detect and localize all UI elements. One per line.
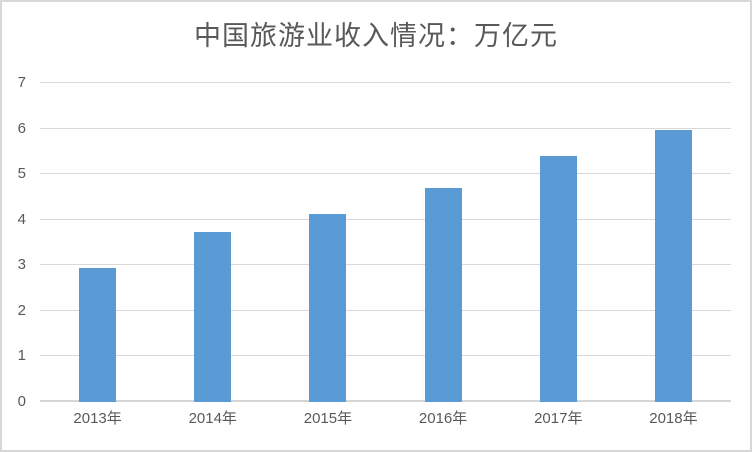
bar-slot-2017年	[501, 83, 616, 402]
x-axis-labels: 2013年 2014年 2015年 2016年 2017年 2018年	[40, 409, 731, 429]
x-tick-label-2016年: 2016年	[418, 410, 468, 427]
gridline-4	[40, 218, 731, 220]
gridline-5	[40, 173, 731, 175]
bars-container	[40, 83, 731, 402]
x-tick-label-2013年: 2013年	[73, 410, 122, 427]
x-axis-line	[40, 400, 731, 402]
bar-slot-2018年	[616, 83, 731, 402]
bar-slot-2013年	[40, 83, 155, 402]
y-axis-labels: 0 1 2 3 4 5 6 7	[2, 74, 32, 410]
bar-2017年	[539, 155, 577, 402]
bar-slot-2016年	[386, 83, 501, 402]
y-tick-label-1: 1	[17, 347, 26, 365]
y-tick-label-3: 3	[17, 256, 26, 274]
y-tick-label-6: 6	[17, 119, 26, 137]
bar-2015年	[309, 213, 347, 402]
y-tick-label-7: 7	[17, 74, 26, 91]
x-tick-label-2018年: 2018年	[649, 410, 698, 427]
gridline-7	[40, 82, 731, 83]
bar-slot-2015年	[270, 83, 385, 402]
x-tick-label-2017年: 2017年	[534, 410, 583, 427]
y-tick-label-0: 0	[17, 393, 26, 410]
gridline-6	[40, 127, 731, 129]
x-tick-label-2014年: 2014年	[188, 410, 237, 427]
bar-2018年	[654, 129, 692, 402]
bar-2014年	[194, 232, 232, 402]
x-tick-label-2015年: 2015年	[303, 410, 353, 427]
y-tick-label-5: 5	[17, 165, 26, 183]
y-tick-label-2: 2	[17, 301, 26, 319]
bar-2016年	[424, 188, 462, 402]
gridline-2	[40, 309, 731, 311]
bar-slot-2014年	[155, 83, 270, 402]
gridline-1	[40, 355, 731, 357]
chart-title: 中国旅游业收入情况：万亿元	[194, 21, 558, 51]
plot-area	[40, 82, 731, 402]
gridline-3	[40, 264, 731, 266]
y-tick-label-4: 4	[17, 210, 26, 228]
bar-2013年	[79, 267, 117, 402]
